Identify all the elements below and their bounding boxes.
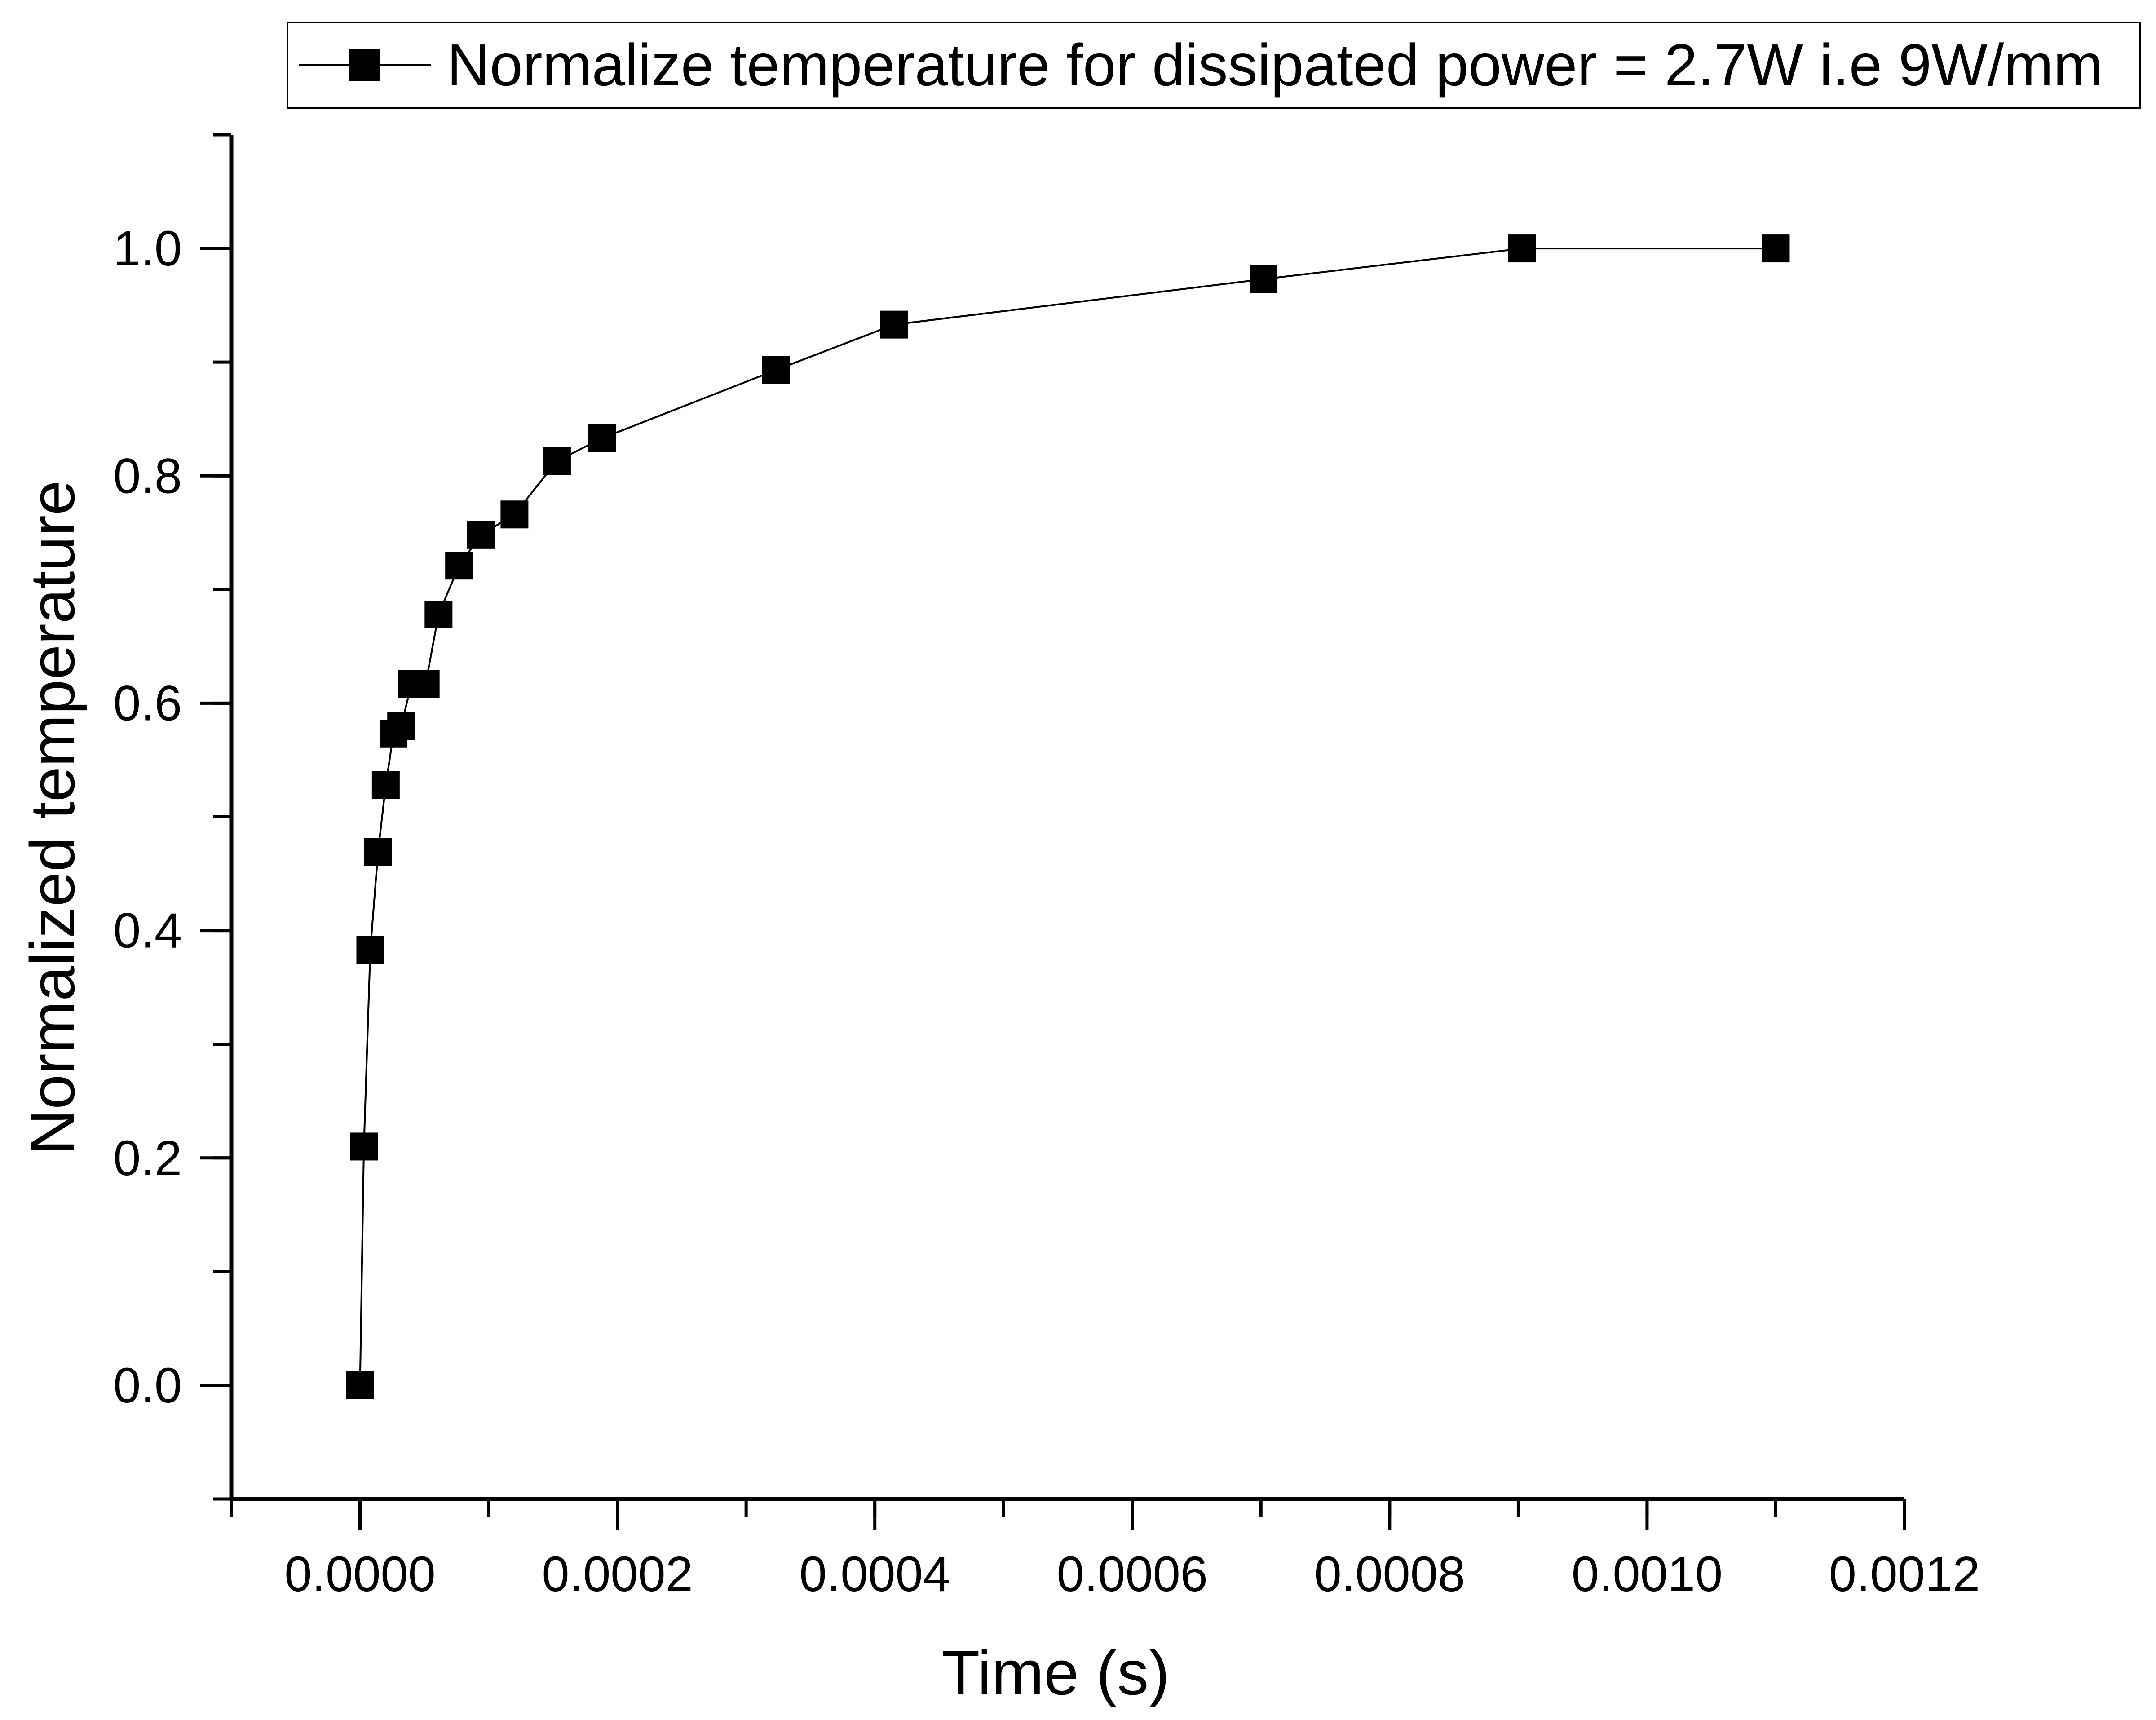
x-ticks: 0.0000 0.0002 0.0004 0.0006 0.0008 0.0010 0.00… bbox=[230, 1499, 1980, 1602]
data-point bbox=[880, 310, 908, 339]
data-point bbox=[364, 838, 392, 866]
x-tick-label: 0.0008 bbox=[1314, 1547, 1465, 1602]
data-point bbox=[387, 712, 415, 740]
x-tick-label: 0.0010 bbox=[1572, 1547, 1723, 1602]
y-tick-label: 1.0 bbox=[113, 221, 182, 276]
data-point bbox=[371, 771, 400, 799]
y-axis-label: Normalized temperature bbox=[17, 480, 88, 1155]
x-tick-label: 0.0006 bbox=[1057, 1547, 1208, 1602]
y-tick-label: 0.0 bbox=[113, 1358, 182, 1413]
data-point bbox=[1762, 234, 1790, 263]
y-tick-label: 0.2 bbox=[113, 1131, 182, 1186]
x-tick-label: 0.0012 bbox=[1829, 1547, 1980, 1602]
x-tick-label: 0.0000 bbox=[284, 1547, 435, 1602]
legend-box bbox=[287, 22, 2141, 109]
data-point bbox=[762, 356, 790, 384]
y-tick-label: 0.6 bbox=[113, 676, 182, 731]
legend-marker-square bbox=[349, 49, 380, 81]
data-point bbox=[424, 601, 453, 629]
x-axis-label: Time (s) bbox=[941, 1637, 1170, 1708]
data-point bbox=[346, 1371, 374, 1399]
data-point bbox=[1250, 265, 1278, 293]
data-point bbox=[543, 447, 571, 475]
data-point bbox=[445, 552, 473, 580]
legend-entry-label: Normalize temperature for dissipated pow… bbox=[447, 32, 2103, 98]
data-point bbox=[500, 500, 529, 529]
y-tick-label: 0.4 bbox=[113, 903, 182, 959]
y-ticks: 0.0 0.2 0.4 0.6 0.8 1.0 bbox=[113, 133, 231, 1501]
data-point bbox=[350, 1132, 378, 1161]
data-point bbox=[467, 521, 495, 549]
data-point bbox=[1508, 234, 1536, 263]
x-tick-label: 0.0004 bbox=[799, 1547, 950, 1602]
legend: Normalize temperature for dissipated pow… bbox=[287, 22, 2141, 109]
data-point bbox=[588, 424, 616, 452]
series-markers bbox=[346, 234, 1790, 1399]
y-tick-label: 0.8 bbox=[113, 448, 182, 504]
data-point bbox=[411, 670, 440, 698]
data-point bbox=[356, 936, 384, 964]
series-layer bbox=[346, 234, 1790, 1399]
x-tick-label: 0.0002 bbox=[542, 1547, 693, 1602]
